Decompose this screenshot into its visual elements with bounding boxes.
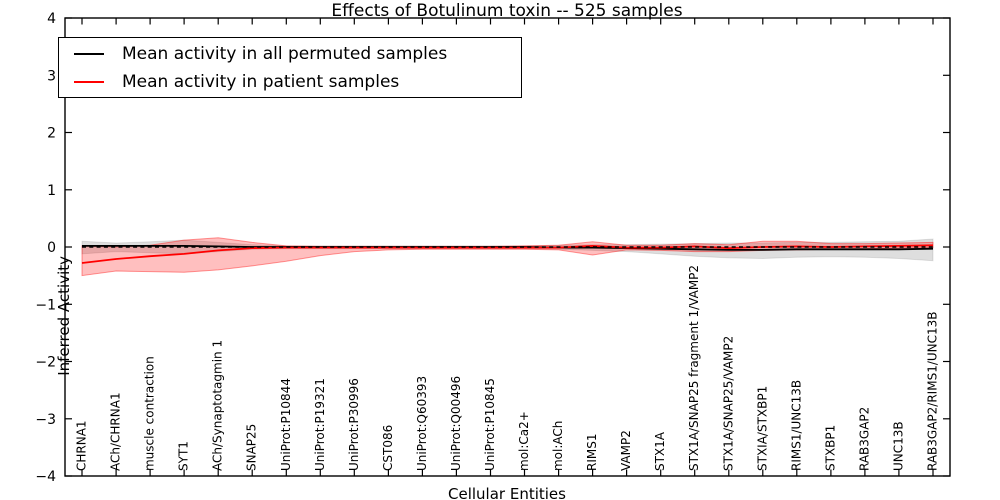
x-tick-label: STXBP1 [823,425,837,471]
x-tick-label: STX1A [653,431,667,471]
y-tick-label: 0 [47,240,56,256]
chart-title: Effects of Botulinum toxin -- 525 sample… [331,1,683,21]
x-tick-label: STXIA/STXBP1 [755,386,769,471]
axis-ticks [65,17,950,477]
x-tick-label: muscle contraction [143,356,157,471]
x-tick-label: RIMS1 [585,434,599,471]
x-tick-label: SNAP25 [245,424,259,471]
legend-item-patient: Mean activity in patient samples [74,71,521,93]
y-tick-label: −4 [35,469,56,485]
legend-item-permuted: Mean activity in all permuted samples [74,43,521,65]
x-tick-label: UniProt:P30996 [347,378,361,471]
x-tick-label: UNC13B [891,421,905,471]
y-tick-label: 2 [47,126,56,142]
x-tick-label: UniProt:Q00496 [449,376,463,471]
x-tick-label: UniProt:Q60393 [415,376,429,471]
y-tick-label: −1 [35,297,56,313]
x-tick-label: UniProt:P10844 [279,378,293,471]
x-tick-label: ACh/CHRNA1 [109,392,123,471]
legend: Mean activity in all permuted samples Me… [58,37,522,98]
x-axis-label: Cellular Entities [448,485,566,500]
y-tick-labels: 4 3 2 1 0 −1 −2 −3 −4 [35,11,56,485]
legend-line-patient [74,80,104,83]
x-tick-label: UniProt:P10845 [483,378,497,471]
x-tick-label: CST086 [381,425,395,471]
x-tick-label: RIMS1/UNC13B [789,380,803,471]
y-tick-label: 3 [47,68,56,84]
y-tick-label: 1 [47,183,56,199]
x-tick-label: mol:ACh [551,421,565,471]
x-tick-label: RAB3GAP2/RIMS1/UNC13B [926,311,940,471]
x-tick-label: mol:Ca2+ [517,411,531,471]
y-tick-label: 4 [47,11,56,27]
x-tick-label: VAMP2 [619,430,633,471]
x-tick-labels: CHRNA1 ACh/CHRNA1 muscle contraction SYT1 AC… [75,265,940,471]
legend-label-patient: Mean activity in patient samples [122,71,400,92]
legend-label-permuted: Mean activity in all permuted samples [122,43,448,64]
y-tick-label: −3 [35,412,56,428]
y-axis-label: Inferred Activity [54,256,73,376]
y-tick-label: −2 [35,355,56,371]
x-tick-label: RAB3GAP2 [857,407,871,471]
x-tick-label: UniProt:P19321 [313,378,327,471]
x-tick-label: STX1A/SNAP25/VAMP2 [721,336,735,471]
x-tick-label: CHRNA1 [75,420,89,471]
legend-line-permuted [74,52,104,55]
x-tick-label: ACh/Synaptotagmin 1 [211,340,225,471]
x-tick-label: STX1A/SNAP25 fragment 1/VAMP2 [687,265,701,471]
x-tick-label: SYT1 [177,441,191,471]
permuted-band [81,238,934,262]
